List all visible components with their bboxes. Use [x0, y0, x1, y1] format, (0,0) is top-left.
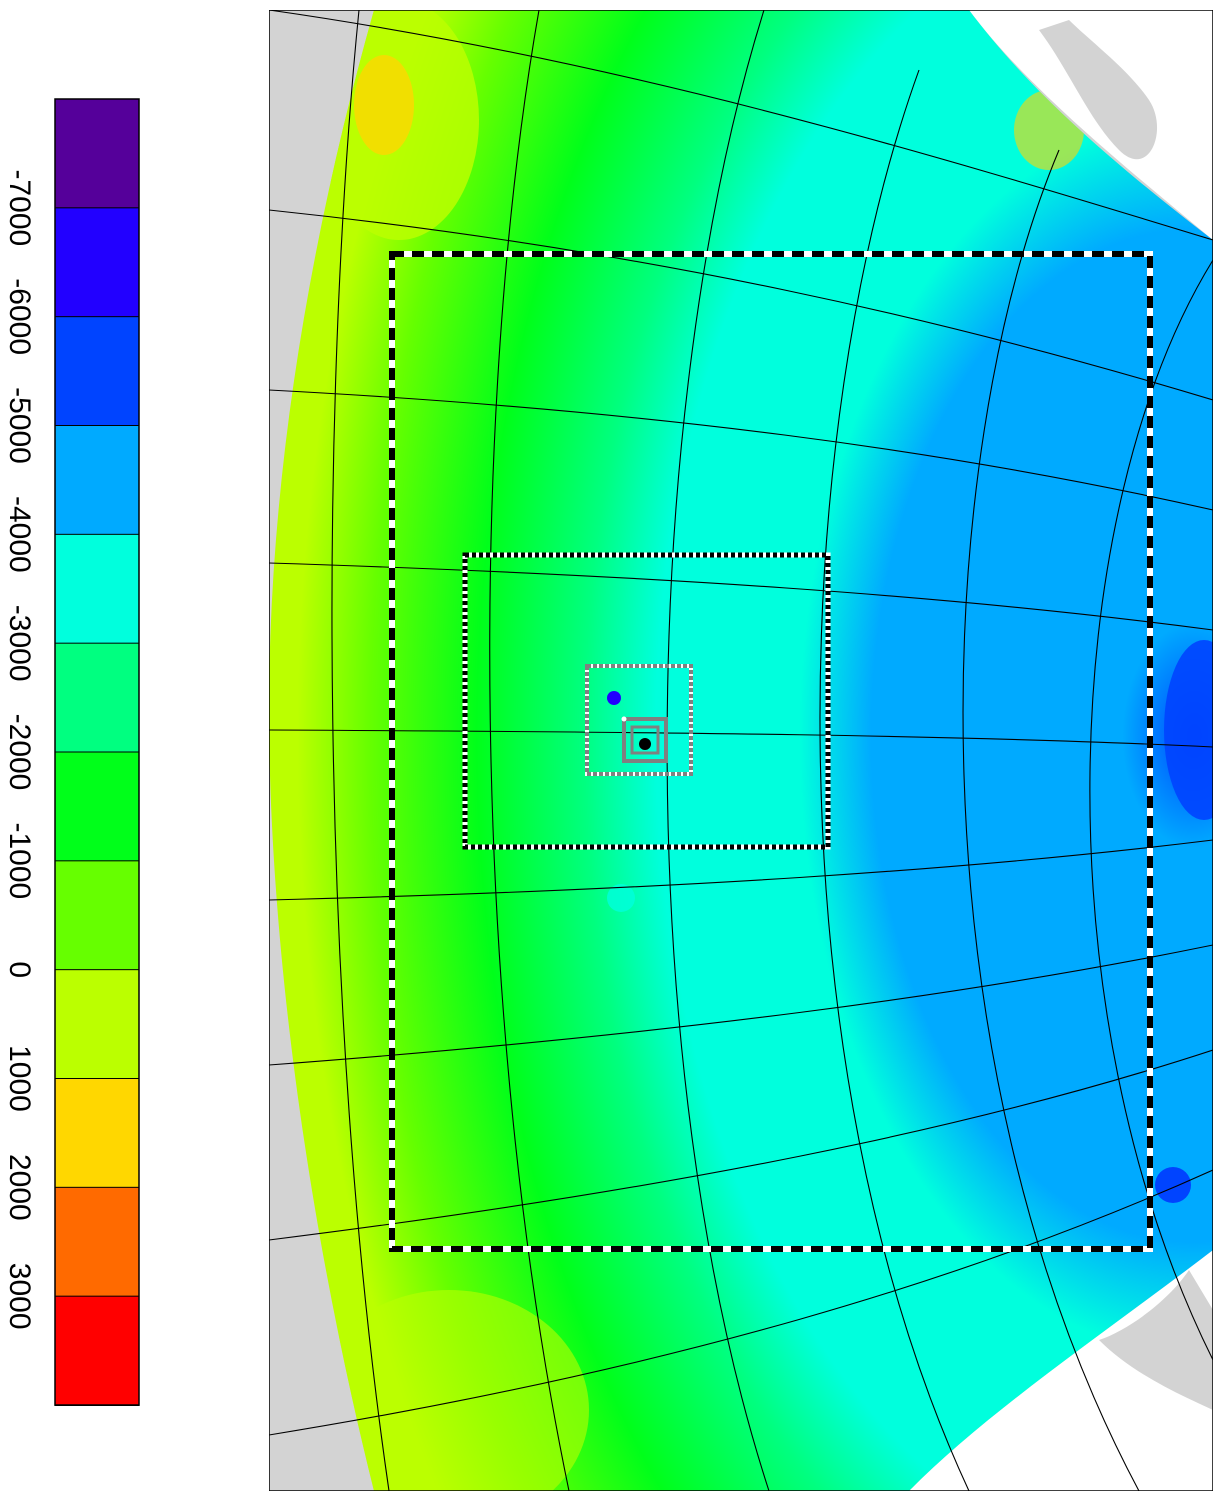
- graticule-meridian: [819, 69, 970, 1491]
- colorbar-tick-label: 1000: [3, 1045, 36, 1112]
- highland-sw: [309, 1290, 589, 1491]
- elevation-colorbar: -7000 -6000 -5000 -4000 -3000 -2000 -1000 0 1000…: [3, 98, 140, 1406]
- outer-land-top: [909, 10, 1213, 240]
- graticule-meridian: [331, 10, 390, 1491]
- crater-cyan: [607, 884, 635, 912]
- outer-land-bottom: [909, 1250, 1213, 1491]
- colorbar-bin: [54, 969, 140, 1080]
- colorbar-bin: [54, 533, 140, 645]
- site-label-dot: [621, 716, 627, 722]
- coast-patch-bottom: [1099, 1270, 1213, 1410]
- graticule-meridian: [489, 10, 570, 1491]
- colorbar-tick-label: 2000: [3, 1154, 36, 1221]
- crater-small: [607, 691, 621, 705]
- colorbar-tick-label: -1000: [3, 822, 36, 899]
- colorbar-tick-label: -5000: [3, 387, 36, 464]
- graticule-parallel: [269, 944, 1213, 1066]
- colorbar-tick-label: 0: [3, 961, 36, 978]
- colorbar-bins: [54, 98, 140, 1406]
- site-marker: [639, 738, 651, 750]
- colorbar-bin: [54, 860, 140, 971]
- colorbar-frame: [54, 98, 140, 1406]
- graticule-meridian: [962, 149, 1140, 1491]
- colorbar-tick-labels: -7000 -6000 -5000 -4000 -3000 -2000 -1000 0 1000…: [3, 169, 36, 1329]
- graticule-parallel: [269, 209, 1213, 401]
- colorbar-bin: [54, 1295, 140, 1406]
- colorbar-bin: [54, 425, 140, 536]
- coast-patch-top: [1039, 20, 1158, 160]
- colorbar-bin: [54, 1186, 140, 1298]
- summit-nw: [354, 55, 414, 155]
- colorbar-tick-label: -6000: [3, 278, 36, 355]
- colorbar-bin: [54, 98, 140, 209]
- graticule-parallel: [269, 562, 1213, 631]
- elevation-map: [269, 10, 1213, 1491]
- inner-domain-box: [585, 664, 693, 776]
- graticule-parallel: [269, 1169, 1213, 1436]
- middle-domain-box: [462, 552, 831, 850]
- deep-basin-east: [1164, 640, 1213, 820]
- crater-deep-se: [1155, 1167, 1191, 1203]
- colorbar-bin: [54, 207, 140, 318]
- innermost-domain-box: [622, 717, 668, 763]
- graticule-parallel: [269, 839, 1213, 901]
- nest-box-smallest: [630, 725, 660, 755]
- graticule-parallel: [269, 729, 1213, 748]
- graticule-parallel: [269, 389, 1213, 511]
- colorbar-tick-label: -4000: [3, 496, 36, 573]
- colorbar-bin: [54, 316, 140, 427]
- colorbar-tick-label: -3000: [3, 605, 36, 682]
- colorbar-tick-label: 3000: [3, 1263, 36, 1330]
- colorbar-bin: [54, 751, 140, 862]
- colorbar-tick-label: -2000: [3, 714, 36, 791]
- graticule-parallel: [269, 1049, 1213, 1241]
- outer-domain-box: [389, 251, 1153, 1252]
- terrain-sector: [269, 10, 1213, 1491]
- colorbar-tick-label: -7000: [3, 169, 36, 246]
- graticule-parallel: [269, 10, 1213, 241]
- colorbar-bin: [54, 1078, 140, 1189]
- colorbar-bin: [54, 642, 140, 754]
